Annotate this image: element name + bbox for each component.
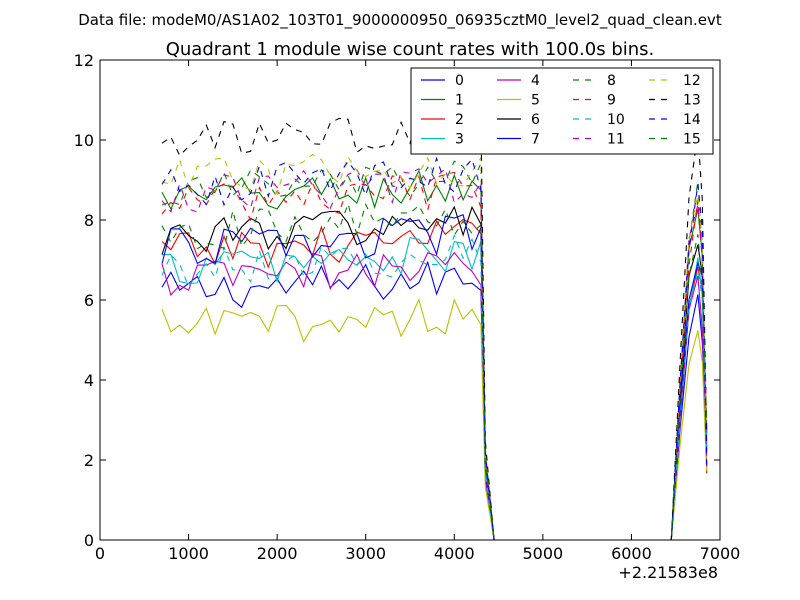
series-line-5 <box>161 298 708 541</box>
legend-label-14: 14 <box>683 112 701 128</box>
x-tick-label: 3000 <box>345 544 386 563</box>
y-tick-label: 0 <box>84 531 94 550</box>
x-tick-label: 0 <box>95 544 105 563</box>
series-line-13 <box>161 111 708 541</box>
x-tick-label: 7000 <box>700 544 741 563</box>
chart-suptitle: Data file: modeM0/AS1A02_103T01_90000009… <box>78 11 722 30</box>
x-tick-label: 6000 <box>611 544 652 563</box>
legend-label-10: 10 <box>607 112 625 128</box>
plot-area <box>161 111 708 541</box>
legend-label-0: 0 <box>455 73 464 89</box>
x-tick-label: 5000 <box>522 544 563 563</box>
series-line-7 <box>161 213 708 541</box>
series-line-12 <box>161 153 708 541</box>
x-tick-label: 4000 <box>434 544 475 563</box>
series-line-3 <box>161 236 708 541</box>
legend-label-3: 3 <box>455 132 464 148</box>
chart-title: Quadrant 1 module wise count rates with … <box>166 39 655 60</box>
series-line-10 <box>161 233 708 541</box>
legend-label-1: 1 <box>455 93 464 109</box>
y-tick-label: 10 <box>74 131 94 150</box>
series-line-8 <box>161 160 708 541</box>
legend-label-12: 12 <box>683 73 701 89</box>
x-tick-label: 1000 <box>168 544 209 563</box>
series-line-0 <box>161 260 708 541</box>
series-line-6 <box>161 205 708 541</box>
series-line-15 <box>161 202 708 541</box>
legend-label-15: 15 <box>683 132 701 148</box>
legend-box <box>410 67 714 155</box>
y-tick-label: 4 <box>84 371 94 390</box>
legend-label-6: 6 <box>531 112 540 128</box>
legend-label-13: 13 <box>683 93 701 109</box>
legend-label-9: 9 <box>607 93 616 109</box>
legend-label-8: 8 <box>607 73 616 89</box>
y-tick-label: 2 <box>84 451 94 470</box>
legend-label-5: 5 <box>531 93 540 109</box>
series-line-11 <box>161 167 708 541</box>
legend-label-11: 11 <box>607 132 625 148</box>
y-tick-label: 6 <box>84 291 94 310</box>
x-offset-label: +2.21583e8 <box>618 563 718 582</box>
legend-label-2: 2 <box>455 112 464 128</box>
y-tick-label: 12 <box>74 51 94 70</box>
x-tick-label: 2000 <box>257 544 298 563</box>
legend-label-7: 7 <box>531 132 540 148</box>
series-line-14 <box>161 156 708 541</box>
legend-label-4: 4 <box>531 73 540 89</box>
series-line-2 <box>161 218 708 541</box>
series-line-4 <box>161 251 708 541</box>
y-tick-label: 8 <box>84 211 94 230</box>
